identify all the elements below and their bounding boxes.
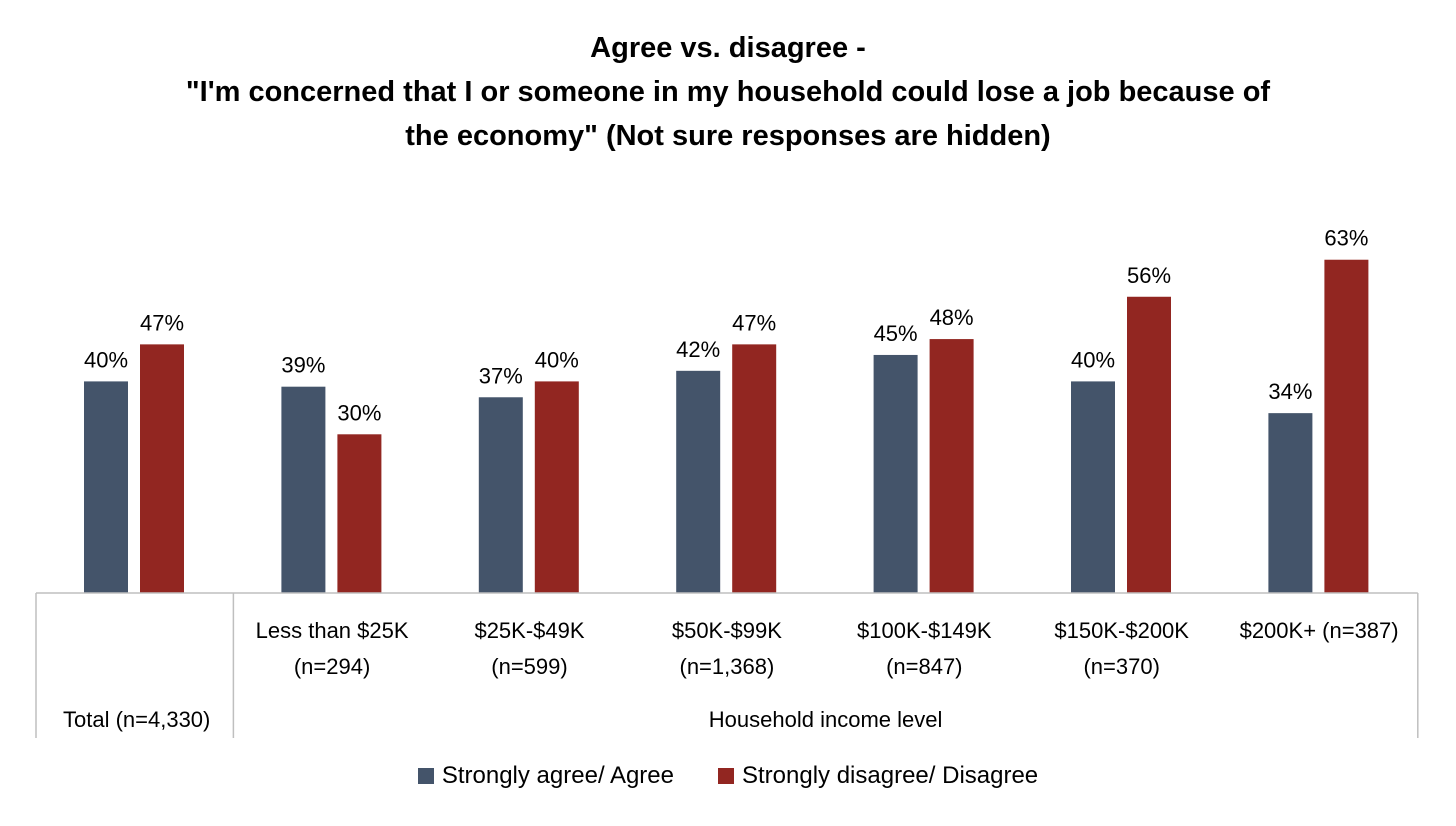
category-label-3-0: $50K-$99K (672, 618, 782, 643)
data-label-agree-5: 40% (1071, 347, 1115, 372)
category-label-2-0: $25K-$49K (474, 618, 584, 643)
legend-swatch-disagree (718, 768, 734, 784)
data-label-disagree-5: 56% (1127, 263, 1171, 288)
data-label-disagree-2: 40% (535, 347, 579, 372)
category-label-4-0: $100K-$149K (857, 618, 992, 643)
bar-disagree-3 (732, 344, 777, 593)
title-line-2: "I'm concerned that I or someone in my h… (185, 76, 1271, 108)
category-label-4-1: (n=847) (886, 654, 962, 679)
data-label-agree-2: 37% (479, 363, 523, 388)
category-label-0-0: Total (n=4,330) (63, 707, 210, 732)
legend-swatch-agree (417, 768, 434, 784)
data-label-agree-1: 39% (281, 353, 325, 378)
bar-agree-1 (281, 386, 326, 593)
data-label-disagree-1: 30% (337, 400, 381, 425)
group-label: Household income level (709, 707, 943, 732)
data-label-agree-6: 34% (1268, 379, 1312, 404)
category-label-2-1: (n=599) (491, 654, 567, 679)
bar-agree-2 (478, 397, 523, 593)
data-label-agree-4: 45% (874, 321, 918, 346)
bar-disagree-0 (140, 344, 184, 593)
legend-label-agree: Strongly agree/ Agree (441, 762, 674, 789)
category-label-5-1: (n=370) (1083, 654, 1159, 679)
category-label-1-1: (n=294) (294, 654, 370, 679)
category-label-5-0: $150K-$200K (1054, 618, 1189, 643)
bar-agree-5 (1071, 381, 1115, 593)
bar-disagree-1 (337, 434, 382, 593)
bar-agree-6 (1268, 413, 1313, 593)
legend-label-disagree: Strongly disagree/ Disagree (742, 762, 1039, 789)
data-label-disagree-3: 47% (732, 310, 776, 335)
data-label-disagree-6: 63% (1324, 226, 1368, 251)
title-line-1: Agree vs. disagree - (590, 32, 866, 64)
legend-item-disagree: Strongly disagree/ Disagree (718, 762, 1038, 790)
legend-item-agree: Strongly agree/ Agree (417, 762, 674, 790)
data-label-agree-0: 40% (84, 347, 128, 372)
chart-title: Agree vs. disagree - "I'm concerned that… (0, 26, 1456, 158)
bar-disagree-5 (1127, 296, 1171, 593)
category-label-6-0: $200K+ (n=387) (1240, 618, 1399, 643)
bar-disagree-4 (929, 339, 974, 593)
data-label-disagree-4: 48% (930, 305, 974, 330)
bar-disagree-6 (1324, 259, 1369, 593)
title-line-3: the economy" (Not sure responses are hid… (405, 120, 1051, 152)
category-label-1-0: Less than $25K (256, 618, 409, 643)
bar-agree-4 (873, 354, 918, 593)
category-label-3-1: (n=1,368) (680, 654, 775, 679)
bar-agree-0 (84, 381, 128, 593)
data-label-agree-3: 42% (676, 337, 720, 362)
bar-disagree-2 (534, 381, 579, 593)
data-label-disagree-0: 47% (140, 310, 184, 335)
bar-agree-3 (676, 370, 721, 593)
legend: Strongly agree/ Agree Strongly disagree/… (0, 762, 1456, 790)
